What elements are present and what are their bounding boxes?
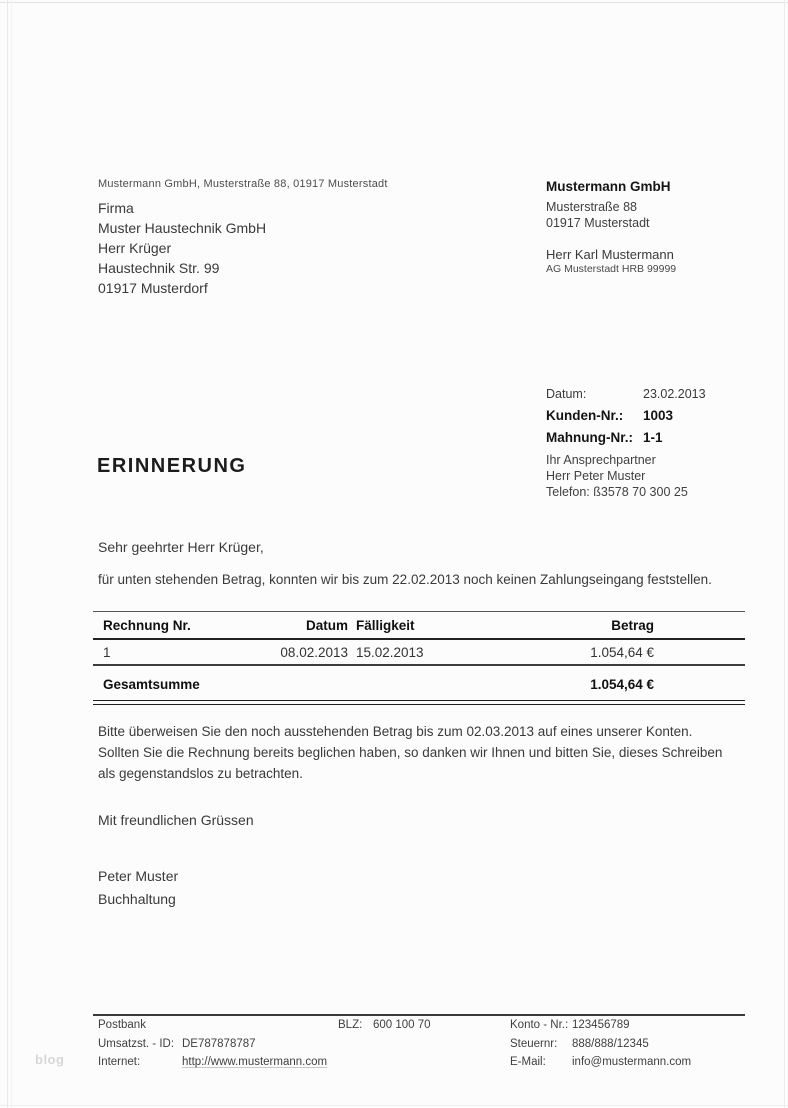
page-title: ERINNERUNG xyxy=(97,455,247,477)
footer-separator-rule xyxy=(93,1014,745,1016)
vat-id-value: DE787878787 xyxy=(182,1037,256,1050)
contact-person-block: Ihr Ansprechpartner Herr Peter Muster Te… xyxy=(546,452,766,500)
invoice-table-header-row: Rechnung Nr. Datum Fälligkeit Betrag xyxy=(93,612,745,640)
cell-due-date: 15.02.2013 xyxy=(356,645,424,660)
sender-company-block: Mustermann GmbH Musterstraße 88 01917 Mu… xyxy=(546,179,676,275)
invoice-table: Rechnung Nr. Datum Fälligkeit Betrag 1 0… xyxy=(93,611,745,705)
footer-row-bank: Postbank BLZ: 600 100 70 Konto - Nr.: 12… xyxy=(98,1019,748,1038)
account-number-value: 123456789 xyxy=(572,1019,630,1031)
table-row: 1 08.02.2013 15.02.2013 1.054,64 € xyxy=(93,640,745,666)
meta-reminder-row: Mahnung-Nr.: 1-1 xyxy=(546,427,766,449)
company-contact-name: Herr Karl Mustermann xyxy=(546,247,674,262)
outro-paragraph: Bitte überweisen Sie den noch ausstehend… xyxy=(98,724,723,781)
scan-edge-top xyxy=(0,2,788,3)
watermark-text: blog xyxy=(35,1052,65,1067)
recipient-line-person: Herr Krüger xyxy=(98,240,172,256)
header-invoice-number: Rechnung Nr. xyxy=(103,618,191,633)
tax-number-label: Steuernr: xyxy=(510,1037,558,1050)
footer-block: Postbank BLZ: 600 100 70 Konto - Nr.: 12… xyxy=(98,1019,748,1075)
header-amount: Betrag xyxy=(611,618,654,633)
recipient-line-company: Muster Haustechnik GmbH xyxy=(98,220,267,236)
website-link[interactable]: http://www.mustermann.com xyxy=(182,1056,328,1068)
footer-row-tax: Umsatzst. - ID: DE787878787 Steuernr: 88… xyxy=(98,1038,748,1057)
blz-label: BLZ: xyxy=(338,1019,363,1031)
cell-amount: 1.054,64 € xyxy=(590,645,654,660)
letter-meta-block: Datum: 23.02.2013 Kunden-Nr.: 1003 Mahnu… xyxy=(546,383,766,500)
vat-id-label: Umsatzst. - ID: xyxy=(98,1037,175,1050)
recipient-line-company-prefix: Firma xyxy=(98,200,134,216)
table-bottom-double-rule xyxy=(93,700,745,705)
scan-edge-left xyxy=(7,0,8,1108)
header-date: Datum xyxy=(305,618,348,633)
scan-edge-left-2 xyxy=(11,0,12,1108)
contact-phone: Telefon: ß3578 70 300 25 xyxy=(546,485,688,499)
meta-date-row: Datum: 23.02.2013 xyxy=(546,383,766,405)
blz-value: 600 100 70 xyxy=(373,1019,431,1031)
customer-number-value: 1003 xyxy=(643,408,674,423)
closing-phrase: Mit freundlichen Grüssen xyxy=(98,812,254,828)
total-row: Gesamtsumme 1.054,64 € xyxy=(93,666,745,700)
scan-edge-bottom xyxy=(0,1105,788,1106)
date-value: 23.02.2013 xyxy=(643,387,706,401)
footer-row-web: Internet: http://www.mustermann.com E-Ma… xyxy=(98,1056,748,1075)
internet-label: Internet: xyxy=(98,1056,141,1068)
company-street: Musterstraße 88 xyxy=(546,200,638,214)
bank-name: Postbank xyxy=(98,1019,146,1031)
recipient-line-street: Haustechnik Str. 99 xyxy=(98,260,220,276)
date-label: Datum: xyxy=(546,387,587,401)
total-label: Gesamtsumme xyxy=(103,677,200,692)
cell-date: 08.02.2013 xyxy=(280,645,348,660)
header-due-date: Fälligkeit xyxy=(356,618,415,633)
recipient-address-block: Firma Muster Haustechnik GmbH Herr Krüge… xyxy=(98,198,266,298)
total-value: 1.054,64 € xyxy=(590,677,654,692)
contact-intro: Ihr Ansprechpartner xyxy=(546,453,656,467)
scan-edge-right xyxy=(784,0,785,1108)
email-label: E-Mail: xyxy=(510,1056,546,1068)
cell-invoice-number: 1 xyxy=(103,645,111,660)
spacer xyxy=(546,231,676,247)
reminder-number-label: Mahnung-Nr.: xyxy=(546,430,633,445)
customer-number-label: Kunden-Nr.: xyxy=(546,408,624,423)
account-number-label: Konto - Nr.: xyxy=(510,1019,569,1031)
contact-person: Herr Peter Muster xyxy=(546,469,646,483)
recipient-line-city: 01917 Musterdorf xyxy=(98,280,208,296)
sender-return-address-line: Mustermann GmbH, Musterstraße 88, 01917 … xyxy=(98,178,388,190)
meta-customer-row: Kunden-Nr.: 1003 xyxy=(546,405,766,427)
email-link[interactable]: info@mustermann.com xyxy=(572,1056,692,1068)
signature-name: Peter Muster xyxy=(98,868,179,884)
reminder-number-value: 1-1 xyxy=(643,430,663,445)
tax-number-value: 888/888/12345 xyxy=(572,1037,649,1050)
signature-department: Buchhaltung xyxy=(98,891,176,907)
company-register-info: AG Musterstadt HRB 99999 xyxy=(546,263,677,275)
company-city: 01917 Musterstadt xyxy=(546,216,650,230)
company-name: Mustermann GmbH xyxy=(546,179,671,194)
signature-block: Peter Muster Buchhaltung xyxy=(98,865,178,911)
salutation: Sehr geehrter Herr Krüger, xyxy=(98,539,264,555)
intro-paragraph: für unten stehenden Betrag, konnten wir … xyxy=(98,572,712,587)
